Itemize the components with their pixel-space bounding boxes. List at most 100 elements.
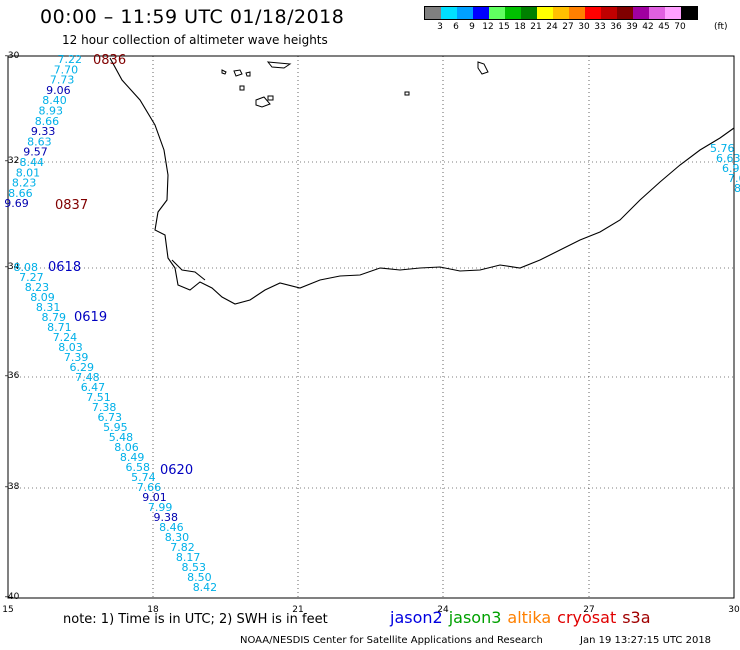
legend-label: 9 [469, 22, 475, 32]
lon-label: 27 [583, 605, 594, 615]
wave-height-value: 9.06 [46, 84, 71, 97]
lat-label: -36 [5, 371, 20, 381]
legend-swatch [425, 7, 441, 19]
wave-height-value: 9.69 [4, 197, 29, 210]
wave-height-value: 7.51 [86, 391, 111, 404]
lon-label: 30 [728, 605, 740, 615]
wave-height-value: 7.66 [137, 481, 162, 494]
lat-label: -40 [5, 592, 20, 602]
pass-time-labels: 0836 0837 0618 0619 0620 [48, 53, 193, 478]
legend-labels: 3 6 9 12 15 18 21 24 27 30 33 36 39 42 45 70 [424, 22, 698, 34]
legend-label: 36 [610, 22, 622, 32]
map-frame [7, 55, 735, 599]
wave-height-value: 7.6 [728, 172, 740, 185]
wave-height-value: 8.63 [27, 135, 52, 148]
legend-label: 45 [658, 22, 670, 32]
coast-detail-west [171, 259, 206, 281]
pass-time-label: 0619 [74, 310, 107, 325]
island [245, 71, 251, 77]
satellite-track-south: 8.087.278.238.098.318.798.717.248.037.39… [14, 261, 218, 594]
legend-swatch [665, 7, 681, 19]
wave-height-value: 9.38 [154, 511, 179, 524]
lon-label: 15 [2, 605, 13, 615]
legend-swatch [649, 7, 665, 19]
wave-height-value: 7.39 [64, 351, 89, 364]
lat-label: -32 [5, 156, 20, 166]
wave-height-value: 9.57 [23, 146, 48, 159]
wave-height-value: 8.23 [25, 281, 50, 294]
lat-label: -38 [5, 482, 20, 492]
wave-height-value: 5.74 [131, 471, 156, 484]
latitude-labels: -30 -32 -34 -36 -38 -40 [5, 51, 20, 602]
pass-time-label: 0618 [48, 260, 81, 275]
generated-timestamp: Jan 19 13:27:15 UTC 2018 [580, 635, 712, 646]
lat-lon-grid [8, 56, 734, 598]
island [266, 61, 292, 69]
mission-jason2: jason2 [390, 608, 443, 627]
legend-label: 39 [626, 22, 638, 32]
legend-swatch [505, 7, 521, 19]
map-title: 00:00 – 11:59 UTC 01/18/2018 [40, 6, 345, 28]
pass-time-label: 0836 [93, 53, 126, 68]
wave-height-value: 8.40 [42, 94, 67, 107]
south-africa-coast [109, 57, 735, 305]
legend-swatch [521, 7, 537, 19]
wave-height-value: 8.09 [30, 291, 55, 304]
legend-label: 18 [514, 22, 526, 32]
wave-height-value: 8.06 [114, 441, 139, 454]
legend-swatches [424, 6, 698, 20]
legend-label: 27 [562, 22, 574, 32]
wave-height-value: 6.63 [716, 152, 740, 165]
legend-label: 21 [530, 22, 542, 32]
legend-label: 6 [453, 22, 459, 32]
pass-time-label: 0620 [160, 463, 193, 478]
pass-time-label: 0837 [55, 198, 88, 213]
legend-swatch [585, 7, 601, 19]
lat-label: -34 [5, 262, 20, 272]
wave-height-value: 7.24 [53, 331, 78, 344]
wave-height-value: 6.47 [81, 381, 106, 394]
wave-height-value: 7.22 [58, 53, 83, 66]
wave-height-value: 8.2 [734, 182, 740, 195]
island [404, 91, 410, 96]
islands [221, 61, 489, 108]
color-legend: 3 6 9 12 15 18 21 24 27 30 33 36 39 42 45 70 [424, 6, 698, 34]
island [233, 69, 243, 77]
wave-height-value: 8.93 [39, 105, 64, 118]
wave-height-value: 7.82 [170, 541, 195, 554]
legend-swatch [473, 7, 489, 19]
wave-height-value: 6.73 [98, 411, 123, 424]
coastline [109, 57, 735, 305]
wave-height-value: 7.70 [54, 63, 79, 76]
wave-height-value: 9.33 [31, 125, 56, 138]
mission-altika: altika [507, 608, 552, 627]
wave-height-value: 7.38 [92, 401, 117, 414]
legend-swatch [617, 7, 633, 19]
lat-label: -30 [5, 51, 20, 61]
wave-height-value: 7.27 [19, 271, 44, 284]
wave-height-value: 8.49 [120, 451, 145, 464]
island [221, 69, 227, 75]
legend-label: 3 [437, 22, 443, 32]
wave-height-value: 8.08 [14, 261, 39, 274]
legend-label: 24 [546, 22, 558, 32]
wave-height-value: 5.95 [103, 421, 128, 434]
legend-unit: (ft) [714, 22, 728, 32]
credit-line: NOAA/NESDIS Center for Satellite Applica… [240, 635, 543, 646]
island [477, 61, 489, 75]
legend-swatch [569, 7, 585, 19]
satellite-track-north: 7.227.707.739.068.408.938.669.338.639.57… [4, 53, 82, 210]
wave-height-value: 8.79 [42, 311, 67, 324]
wave-height-value: 7.48 [75, 371, 100, 384]
legend-label: 15 [498, 22, 510, 32]
island [267, 95, 274, 101]
longitude-labels: 15 18 21 24 27 30 [2, 605, 740, 615]
legend-swatch [553, 7, 569, 19]
island [255, 96, 271, 108]
legend-swatch [633, 7, 649, 19]
lon-label: 18 [147, 605, 159, 615]
legend-swatch [601, 7, 617, 19]
legend-label: 42 [642, 22, 654, 32]
wave-height-value: 7.99 [148, 501, 173, 514]
legend-label: 33 [594, 22, 606, 32]
